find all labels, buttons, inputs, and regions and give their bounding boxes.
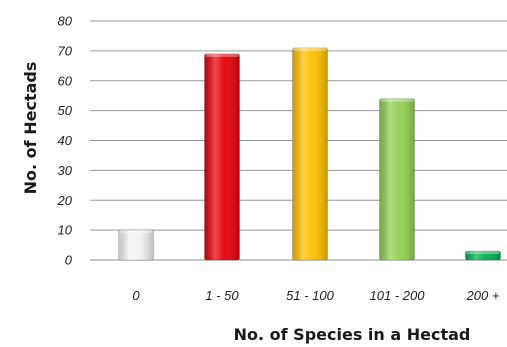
y-tick-label: 60 (58, 73, 73, 88)
x-axis-title: No. of Species in a Hectad (234, 325, 471, 344)
x-axis: 0 1 - 50 51 - 100 101 - 200 200 + (132, 288, 499, 303)
y-tick-label: 50 (58, 103, 73, 118)
bar (118, 229, 154, 261)
y-tick-label: 20 (57, 193, 73, 208)
x-tick-label: 1 - 50 (205, 288, 239, 303)
bars (118, 47, 501, 261)
bar (292, 47, 328, 261)
bar (204, 53, 240, 261)
y-tick-label: 40 (58, 133, 73, 148)
bar (465, 250, 501, 261)
x-tick-label: 101 - 200 (370, 288, 426, 303)
y-axis: 0 10 20 30 40 50 60 70 80 (57, 14, 73, 268)
y-tick-label: 70 (58, 43, 73, 58)
y-tick-label: 10 (58, 223, 73, 238)
x-tick-label: 0 (132, 288, 140, 303)
bar (379, 98, 415, 261)
y-tick-label: 0 (65, 253, 73, 268)
x-tick-label: 200 + (466, 288, 500, 303)
x-tick-label: 51 - 100 (286, 288, 334, 303)
y-axis-title: No. of Hectads (21, 62, 40, 195)
y-tick-label: 30 (58, 163, 73, 178)
y-tick-label: 80 (58, 14, 73, 29)
